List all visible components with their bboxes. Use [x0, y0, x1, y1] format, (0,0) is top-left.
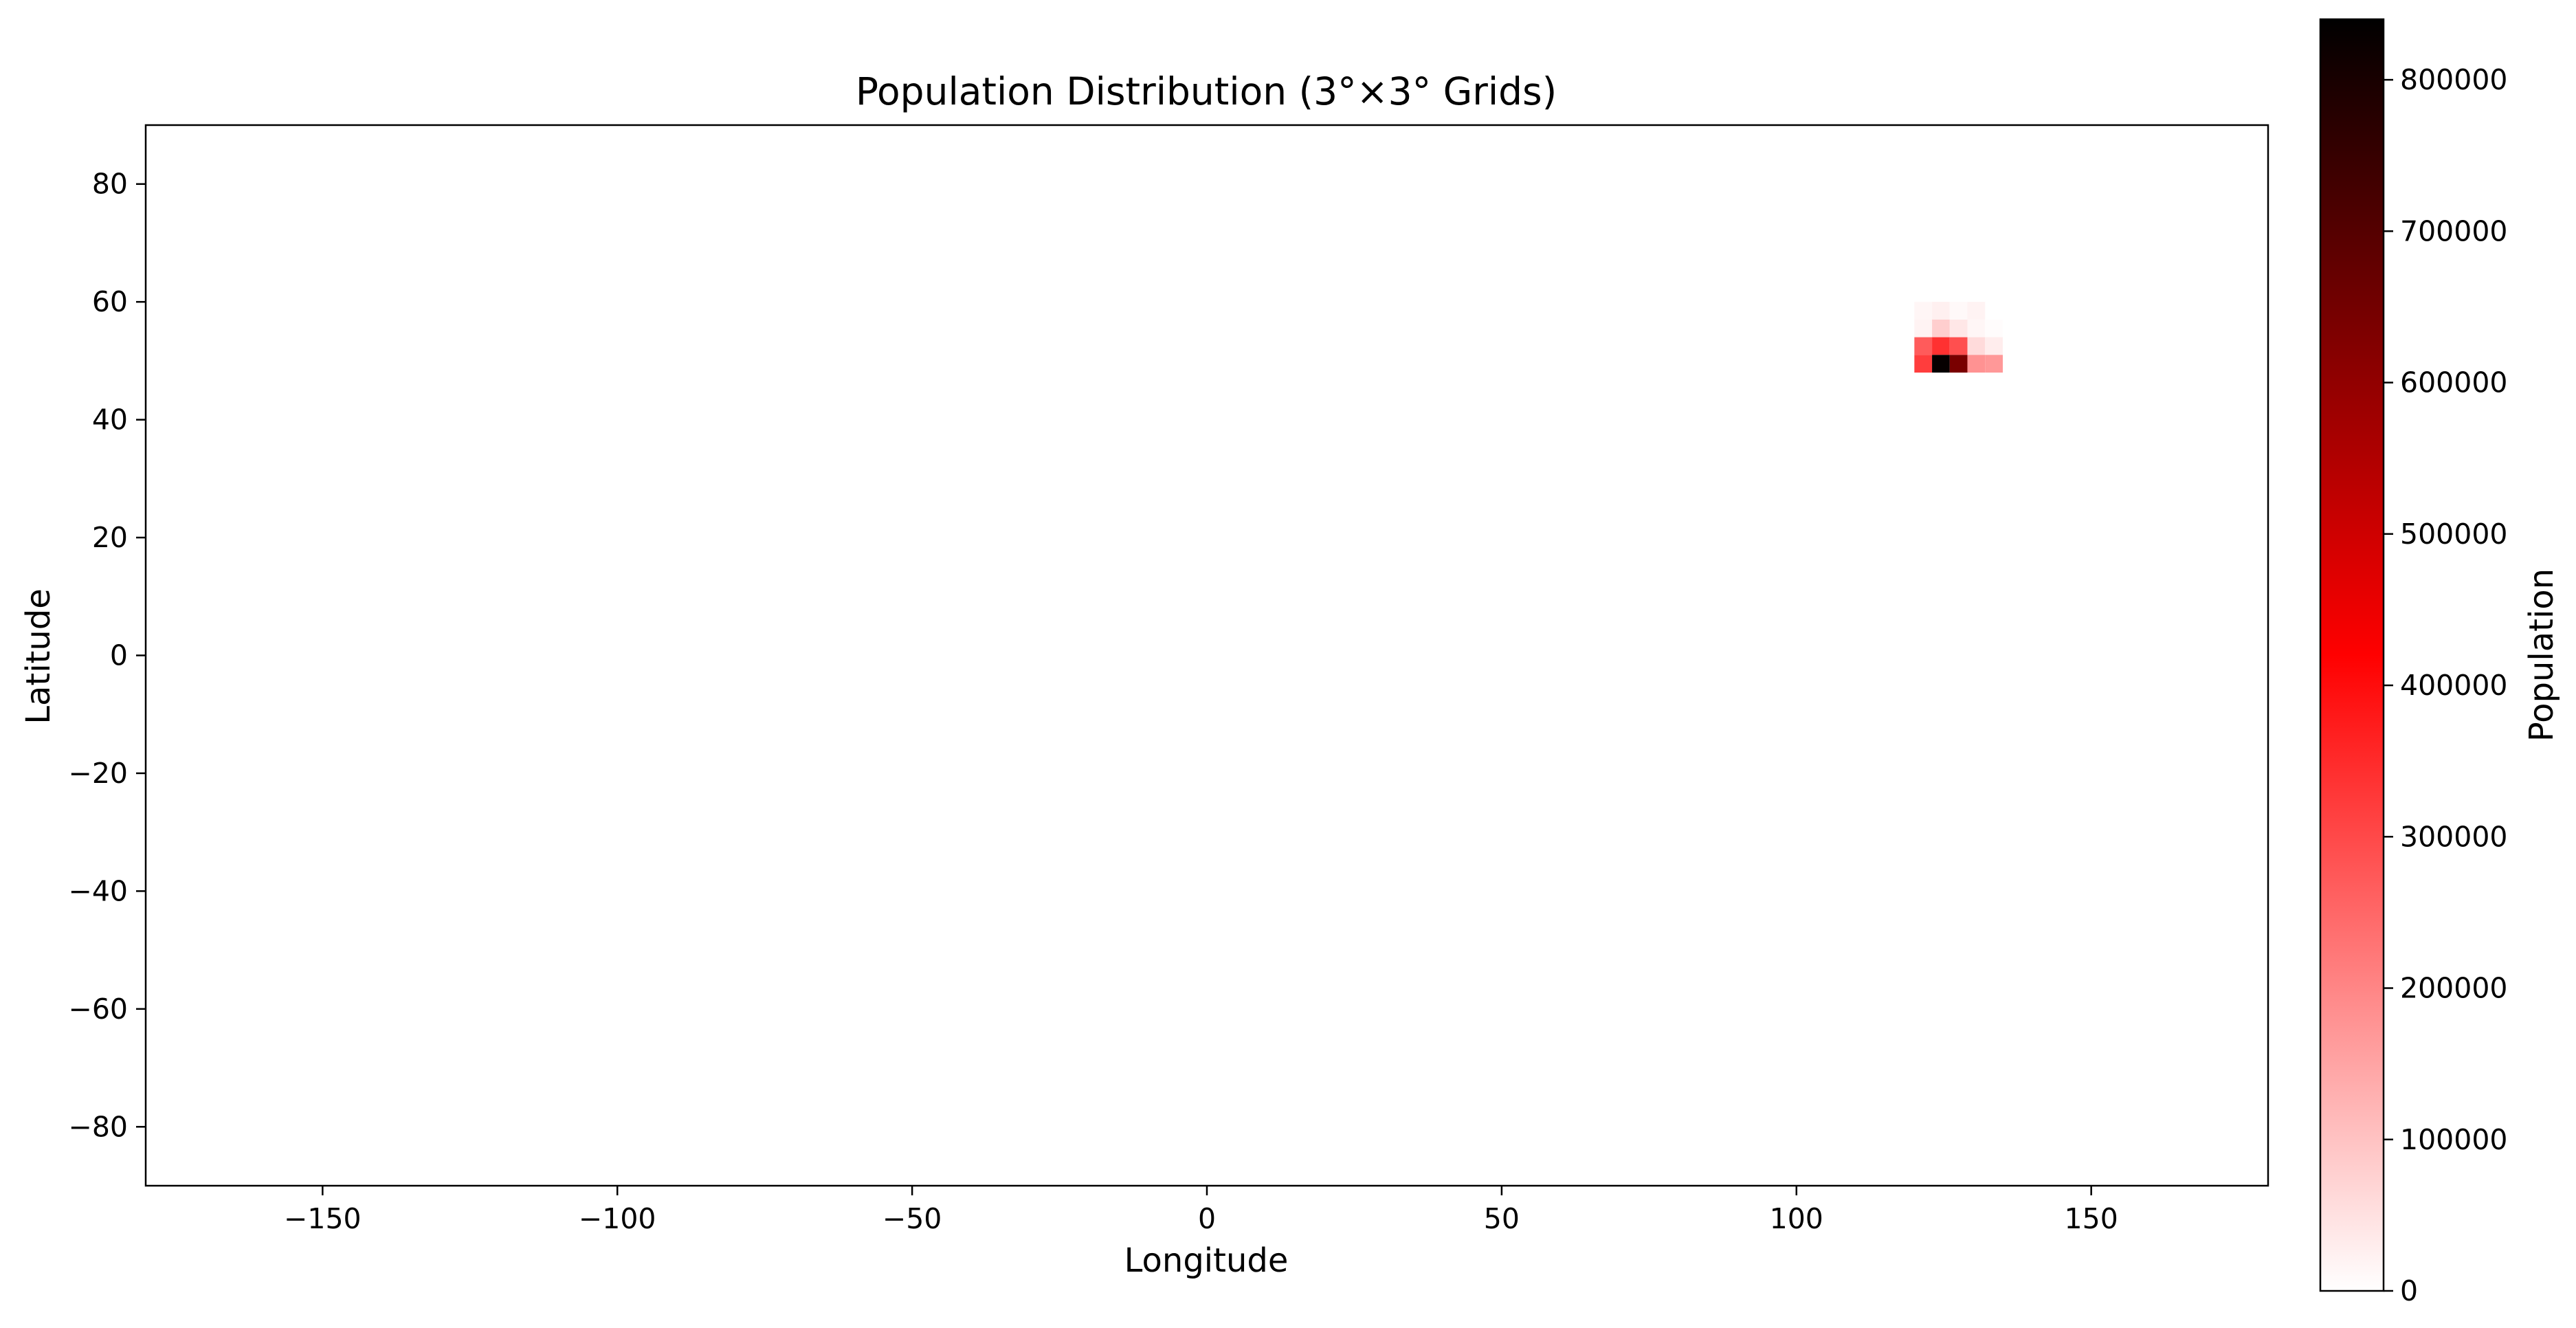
heatmap-cell [1932, 355, 1950, 373]
colorbar-ticks: 0 100000 200000 300000 400000 500000 600000 700… [2384, 63, 2508, 1307]
y-tick-label: 40 [92, 403, 128, 436]
x-tick-label: 50 [1484, 1202, 1520, 1235]
x-tick-label: 0 [1198, 1202, 1216, 1235]
heatmap-cell [1967, 355, 1986, 373]
heatmap-cell [1985, 355, 2003, 373]
heatmap-cell [1914, 337, 1933, 355]
heatmap-cell [1914, 355, 1933, 373]
colorbar-label: Population [2522, 568, 2561, 742]
heatmap-cell [1949, 337, 1968, 355]
x-axis-label: Longitude [1124, 1241, 1289, 1280]
heatmap-cell [1985, 319, 2003, 337]
x-axis-ticks: −150 −100 −50 0 50 100 150 [284, 1186, 2118, 1235]
y-tick-label: −20 [68, 757, 128, 790]
y-tick-label: −40 [68, 874, 128, 907]
heatmap-cell [1932, 337, 1950, 355]
y-tick-label: −60 [68, 993, 128, 1026]
heatmap-cell [1967, 302, 1986, 320]
plot-area [146, 125, 2268, 1186]
heatmap-cell [1932, 319, 1950, 337]
colorbar-tick-label: 100000 [2400, 1123, 2508, 1156]
y-tick-label: 60 [92, 285, 128, 318]
colorbar-tick-label: 400000 [2400, 669, 2508, 702]
x-tick-label: 100 [1770, 1202, 1823, 1235]
x-tick-label: 150 [2065, 1202, 2118, 1235]
x-tick-label: −50 [882, 1202, 942, 1235]
chart-title: Population Distribution (3°×3° Grids) [856, 69, 1557, 113]
heatmap-cell [1985, 337, 2003, 355]
heatmap-cell [1967, 319, 1986, 337]
colorbar-tick-label: 300000 [2400, 820, 2508, 853]
y-tick-label: 20 [92, 521, 128, 554]
colorbar-tick-label: 600000 [2400, 366, 2508, 399]
heatmap-cell [1949, 302, 1968, 320]
y-axis-label: Latitude [19, 588, 58, 724]
heatmap-cell [1967, 337, 1986, 355]
heatmap-cell [1932, 302, 1950, 320]
colorbar-tick-label: 0 [2400, 1274, 2418, 1307]
heatmap-cells [1914, 302, 2003, 373]
y-tick-label: −80 [68, 1110, 128, 1143]
heatmap-cell [1914, 319, 1933, 337]
heatmap-cell [1914, 302, 1933, 320]
y-axis-ticks: −80 −60 −40 −20 0 20 40 60 80 [68, 168, 146, 1143]
y-tick-label: 0 [110, 639, 128, 672]
heatmap-cell [1949, 319, 1968, 337]
colorbar-tick-label: 800000 [2400, 63, 2508, 96]
colorbar-tick-label: 500000 [2400, 518, 2508, 551]
colorbar-tick-label: 200000 [2400, 972, 2508, 1005]
x-tick-label: −100 [579, 1202, 656, 1235]
x-tick-label: −150 [284, 1202, 362, 1235]
colorbar [2319, 18, 2385, 1292]
y-tick-label: 80 [92, 168, 128, 201]
heatmap-cell [1949, 355, 1968, 373]
colorbar-tick-label: 700000 [2400, 214, 2508, 247]
